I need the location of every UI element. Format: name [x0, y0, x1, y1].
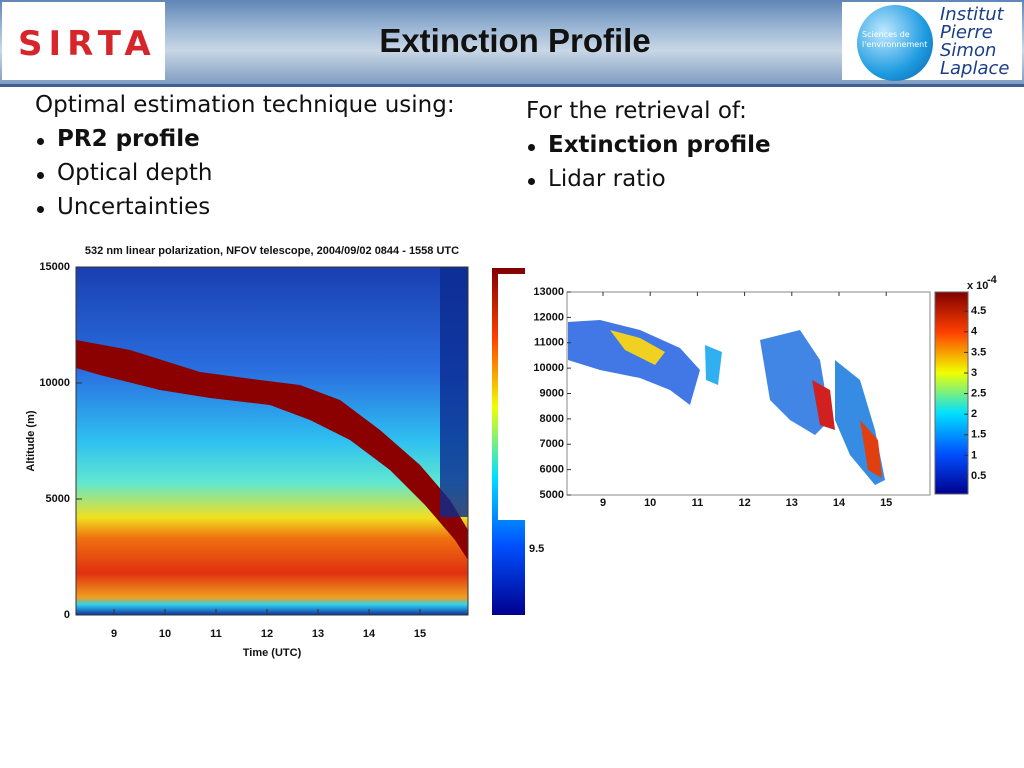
- logo-line: Simon: [940, 40, 997, 61]
- right-logo-globe: [857, 5, 933, 81]
- y-tick-label: 10000: [39, 377, 70, 389]
- x-tick-label: 9: [600, 497, 606, 509]
- left-logo: SIRTA: [18, 24, 157, 64]
- y-tick-label: 5000: [540, 489, 564, 501]
- y-tick-label: 11000: [534, 337, 564, 349]
- dark-region: [440, 267, 468, 517]
- y-tick-label: 15000: [39, 261, 70, 273]
- colorbar-tick-label: 2: [971, 408, 977, 420]
- y-tick-label: 9000: [540, 387, 564, 399]
- colorbar-tick-label: 4.5: [971, 305, 986, 317]
- colorbar-tick-label: 0.5: [971, 470, 986, 482]
- extinction-blob: [812, 380, 835, 430]
- x-tick-label: 15: [414, 628, 426, 640]
- colorbar-tick-label: 1.5: [971, 429, 986, 441]
- colorbar-tick-label: 3: [971, 367, 977, 379]
- left-logo-box: [2, 2, 165, 80]
- y-tick-label: 13000: [533, 286, 564, 298]
- block-heading: For the retrieval of:: [526, 98, 747, 124]
- right-logo-large: Institut Pierre Simon Laplace: [940, 6, 1010, 78]
- colorbar-cover: [498, 274, 528, 520]
- logo-line: Pierre: [940, 22, 993, 43]
- colorbar-tick-label: 1: [971, 449, 977, 461]
- extinction-blob: [760, 330, 830, 435]
- x-tick-label: 12: [261, 628, 273, 640]
- logo-line: Sciences de: [862, 30, 910, 39]
- bullet: [528, 144, 535, 151]
- extinction-blob: [705, 345, 722, 385]
- colorbar-tick-label: 3.5: [971, 346, 986, 358]
- x-tick-label: 13: [312, 628, 324, 640]
- colorbar-tick-label: 4: [971, 326, 978, 338]
- x-tick-label: 11: [210, 628, 222, 640]
- x-tick-label: 13: [786, 497, 798, 509]
- lidar-image: [76, 267, 468, 615]
- extinction-blob: [568, 320, 700, 405]
- x-tick-label: 12: [738, 497, 750, 509]
- logo-line: Institut: [940, 4, 1004, 25]
- x-tick-label: 14: [833, 497, 846, 509]
- colorbar-label: 9.5: [529, 543, 544, 555]
- bullet: [37, 206, 44, 213]
- right-logo-small: Sciences de l'environnement: [862, 30, 927, 50]
- plot-frame: [75, 266, 469, 616]
- y-tick-label: 12000: [533, 311, 564, 323]
- colorbar-exponent: -4: [987, 274, 998, 286]
- y-tick-label: 0: [64, 609, 70, 621]
- x-tick-label: 15: [880, 497, 892, 509]
- x-tick-label: 10: [644, 497, 656, 509]
- extinction-blob: [610, 330, 665, 365]
- y-tick-label: 5000: [46, 493, 70, 505]
- colorbar-scale: x 10: [967, 280, 988, 292]
- plot-title: 532 nm linear polarization, NFOV telesco…: [85, 245, 459, 257]
- x-axis-label: Time (UTC): [243, 647, 302, 659]
- bullet-text: Optical depth: [57, 160, 213, 186]
- y-axis-label: Altitude (m): [25, 410, 37, 471]
- bullet-text: Uncertainties: [57, 194, 211, 220]
- x-tick-label: 14: [363, 628, 376, 640]
- bullet-text: Extinction profile: [548, 132, 771, 158]
- logo-line: Laplace: [940, 58, 1010, 79]
- slide-title: Extinction Profile: [379, 22, 651, 59]
- block-heading: Optimal estimation technique using:: [35, 92, 455, 118]
- colorbar-tick-label: 2.5: [971, 388, 986, 400]
- x-tick-label: 10: [159, 628, 171, 640]
- bullet: [37, 172, 44, 179]
- extinction-blob: [860, 420, 882, 478]
- colorbar-right: [934, 291, 969, 495]
- y-tick-label: 10000: [533, 362, 564, 374]
- logo-line: l'environnement: [862, 40, 928, 49]
- y-tick-label: 8000: [540, 413, 564, 425]
- x-tick-label: 9: [111, 628, 117, 640]
- y-tick-label: 6000: [540, 464, 564, 476]
- x-tick-label: 11: [692, 497, 704, 509]
- bullet: [37, 138, 44, 145]
- cloud-band: [76, 340, 468, 560]
- bullet-text: PR2 profile: [57, 126, 200, 152]
- y-tick-label: 7000: [540, 438, 564, 450]
- bullet-text: Lidar ratio: [548, 166, 666, 192]
- bullet: [528, 178, 535, 185]
